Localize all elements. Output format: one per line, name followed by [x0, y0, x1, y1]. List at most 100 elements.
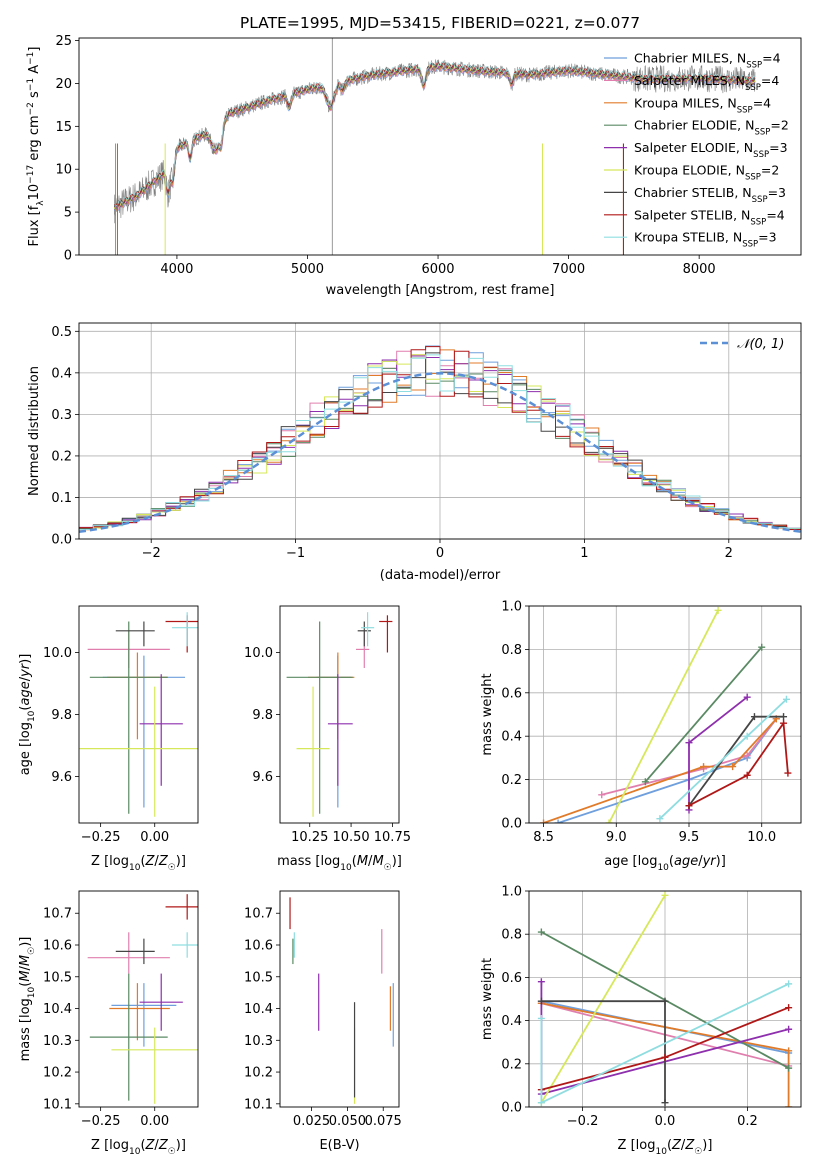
- errorbar-point: [111, 983, 177, 1047]
- x-tick-label: 0: [436, 546, 444, 561]
- mass-vs-Z-axes: −0.25 0.00 10.1 10.2 10.3 10.4 10.5 10.6 10.7: [43, 907, 169, 1129]
- legend-label: Kroupa STELIB, NSSP=3: [634, 230, 777, 250]
- y-axis-label: Flux [fλ10−17 erg cm−2 s−1 A−1]: [26, 47, 46, 247]
- y-tick-label: 10.1: [43, 1097, 72, 1112]
- x-tick-label: 0.050: [329, 1114, 366, 1129]
- spectrum-data-line: [114, 59, 756, 224]
- weight-marker: [758, 643, 766, 651]
- y-tick-label: 9.6: [252, 770, 273, 785]
- chart-title: PLATE=1995, MJD=53415, FIBERID=0221, z=0…: [240, 14, 640, 32]
- weight-marker: [685, 739, 693, 747]
- legend-label: Salpeter STELIB, NSSP=4: [634, 207, 785, 227]
- y-tick-label: 1.0: [501, 600, 522, 615]
- x-axis-label: Z [log10(Z/Z☉)]: [91, 854, 186, 873]
- y-tick-label: 0.8: [501, 643, 522, 658]
- errorbar-point: [286, 621, 353, 814]
- residuals-axes: −2 −1 0 1 2 0.0 0.1 0.2 0.3 0.4 0.5: [51, 323, 801, 561]
- weight-marker: [780, 713, 788, 721]
- errorbar-point: [89, 621, 168, 814]
- weight-marker: [537, 1099, 545, 1107]
- y-tick-label: 9.8: [51, 708, 72, 723]
- errorbar-point: [115, 621, 155, 647]
- x-axis-label: wavelength [Angstrom, rest frame]: [326, 283, 555, 298]
- y-tick-label: 10.3: [244, 1034, 273, 1049]
- weight-vs-age-axes: 8.5 9.0 9.5 10.0 0.0 0.2 0.4 0.6 0.8 1.0: [501, 600, 801, 845]
- errorbar-point: [360, 612, 375, 647]
- weight-vs-age-frame: [528, 605, 802, 824]
- y-tick-label: 10: [55, 163, 72, 178]
- errorbar-point: [165, 615, 198, 653]
- y-tick-label: 0.1: [51, 491, 72, 506]
- errorbar-point: [379, 615, 393, 653]
- x-tick-label: 8000: [683, 262, 716, 277]
- x-axis-label: Z [log10(Z/Z☉)]: [91, 1138, 186, 1157]
- x-tick-label: 0.0: [655, 1114, 676, 1129]
- y-tick-label: 15: [55, 120, 72, 135]
- spectrum-frame: [78, 37, 802, 256]
- y-tick-label: 10.2: [244, 1066, 273, 1081]
- weight-marker: [685, 802, 693, 810]
- weight-line: [608, 609, 719, 823]
- y-tick-label: 9.6: [51, 770, 72, 785]
- errorbar-point: [79, 686, 198, 817]
- weight-marker: [785, 1103, 793, 1107]
- errorbar-point: [111, 1027, 198, 1104]
- weight-marker: [700, 763, 708, 771]
- x-tick-label: −0.2: [567, 1114, 599, 1129]
- y-tick-label: 1.0: [501, 885, 522, 900]
- y-tick-label: 0.4: [501, 1014, 522, 1029]
- weight-marker: [598, 791, 606, 799]
- weight-marker: [785, 1047, 793, 1055]
- x-axis-label: E(B-V): [319, 1138, 359, 1153]
- y-tick-label: 0.2: [51, 449, 72, 464]
- errorbar-point: [109, 983, 170, 1041]
- weight-marker: [743, 732, 751, 740]
- weight-marker: [743, 752, 751, 760]
- weight-series: [554, 715, 780, 823]
- legend-label: Salpeter MILES, NSSP=4: [634, 73, 779, 93]
- weight-marker: [743, 693, 751, 701]
- y-tick-label: 0.4: [51, 366, 72, 381]
- errorbar-point: [165, 894, 198, 920]
- y-tick-label: 10.0: [244, 646, 273, 661]
- errorbar-point: [357, 621, 371, 647]
- x-tick-label: 2: [725, 546, 733, 561]
- y-axis-label: age [log10(age/yr)]: [18, 654, 37, 776]
- y-tick-label: 10.7: [244, 907, 273, 922]
- legend-label: Kroupa MILES, NSSP=4: [634, 95, 771, 115]
- y-axis-label: mass [log10(M/M☉)]: [18, 937, 37, 1062]
- errorbar-point: [102, 655, 186, 808]
- x-tick-label: −0.25: [81, 830, 121, 845]
- y-tick-label: 5: [64, 206, 72, 221]
- x-axis-label: age [log10(age/yr)]: [604, 854, 726, 873]
- mass-vs-EBV-frame: [279, 890, 400, 1108]
- x-tick-label: 5000: [291, 262, 324, 277]
- weight-series: [685, 719, 792, 810]
- weight-marker: [661, 891, 669, 899]
- gaussian-curve: [79, 372, 801, 533]
- errorbar-point: [139, 674, 183, 786]
- y-tick-label: 10.5: [43, 970, 72, 985]
- weight-marker: [641, 778, 649, 786]
- errorbar-point: [115, 938, 155, 965]
- weight-line: [601, 718, 778, 796]
- weight-line: [659, 698, 788, 820]
- y-tick-label: 10.7: [43, 907, 72, 922]
- y-tick-label: 0.0: [501, 1101, 522, 1116]
- weight-marker: [661, 997, 669, 1005]
- y-axis-label: mass weight: [480, 673, 495, 755]
- weight-marker: [750, 713, 758, 721]
- x-tick-label: −1: [286, 546, 305, 561]
- x-tick-label: 0.00: [140, 830, 169, 845]
- spectrum-axes: 4000 5000 6000 7000 8000 0 5 10 15 20 25: [55, 34, 715, 277]
- x-tick-label: 8.5: [533, 830, 554, 845]
- x-tick-label: −2: [142, 546, 161, 561]
- y-tick-label: 10.0: [43, 646, 72, 661]
- spectrum-fit-line: [114, 61, 756, 207]
- weight-marker: [537, 1014, 545, 1022]
- x-axis-label: Z [log10(Z/Z☉)]: [618, 1138, 713, 1157]
- weight-marker: [785, 1004, 793, 1012]
- weight-marker: [784, 769, 792, 777]
- weight-marker: [785, 1025, 793, 1033]
- residuals-frame: [78, 322, 802, 540]
